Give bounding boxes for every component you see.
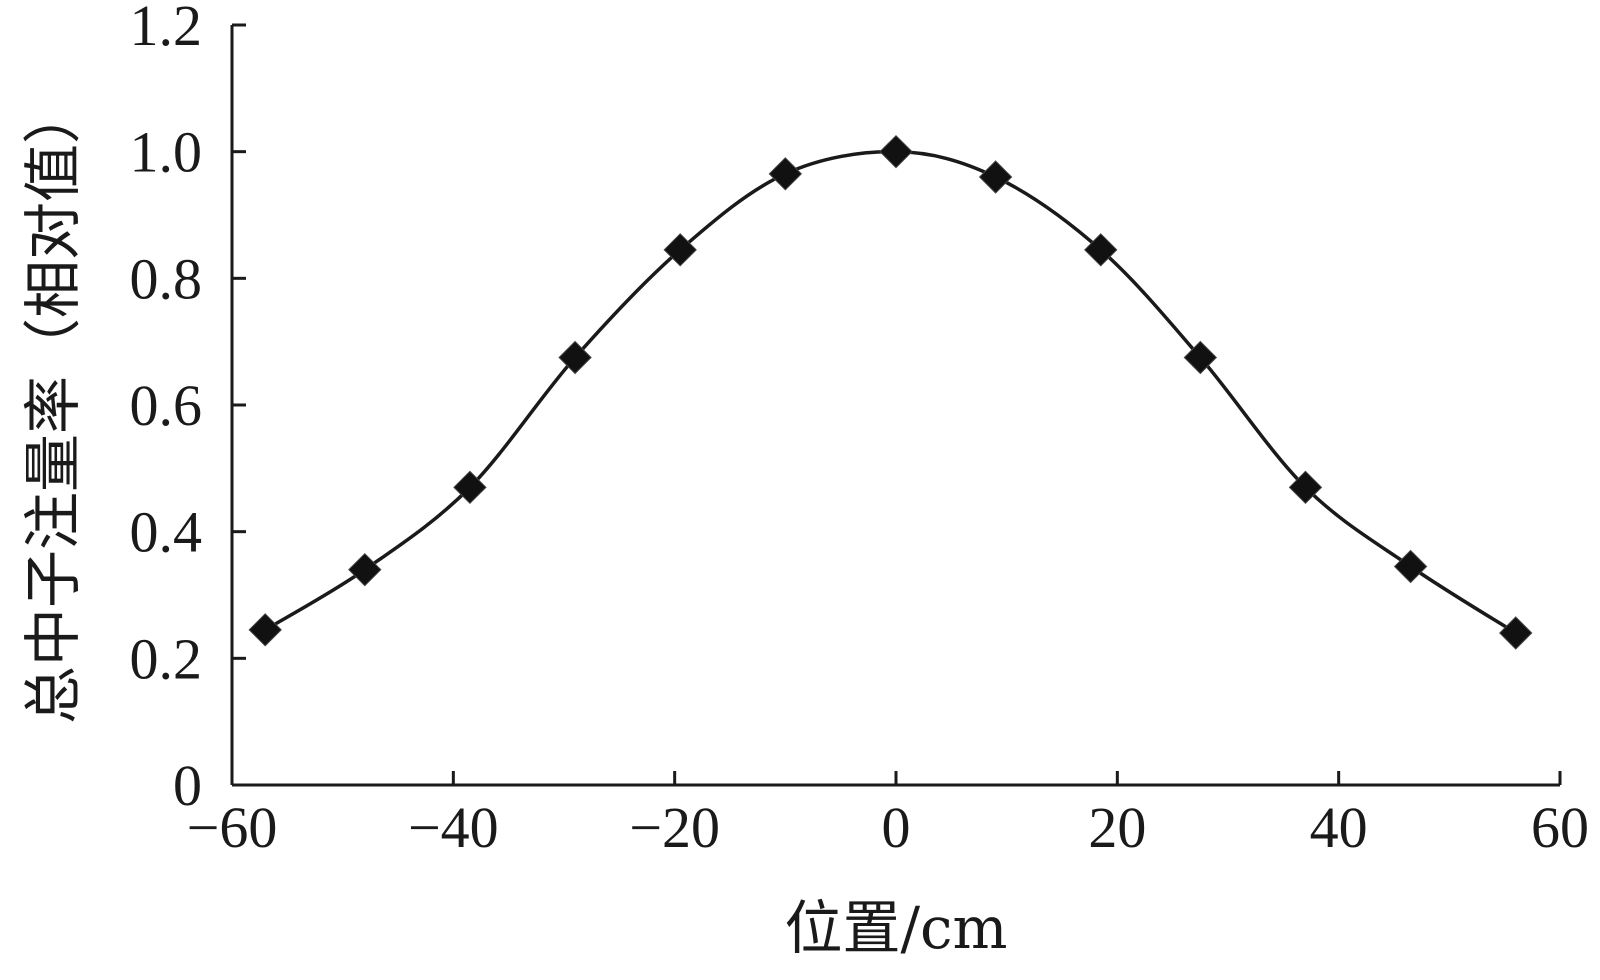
data-point: [1499, 616, 1533, 650]
y-ticks: 0 0.2 0.4 0.6 0.8 1.0 1.2: [130, 0, 246, 818]
x-tick-label: 0: [882, 795, 911, 860]
y-axis-title: 总中子注量率（相对值）: [19, 86, 87, 724]
x-ticks: −60 −40 −20 0 20 40 60: [187, 771, 1589, 860]
data-point: [453, 470, 487, 505]
data-point: [1393, 549, 1428, 584]
data-point: [663, 233, 697, 267]
data-point: [1288, 470, 1323, 505]
x-tick-label: −60: [187, 795, 278, 860]
data-point: [558, 340, 592, 375]
data-markers: [248, 134, 1533, 650]
fit-curve: [264, 149, 1517, 635]
x-axis-title: 位置/cm: [784, 894, 1007, 962]
y-tick-label: 1.2: [130, 0, 203, 58]
data-point: [879, 134, 913, 169]
y-tick-label: 0.2: [130, 626, 203, 691]
data-point: [1084, 233, 1118, 267]
data-point: [978, 160, 1013, 194]
x-tick-label: 20: [1088, 795, 1146, 860]
y-tick-label: 1.0: [130, 120, 203, 185]
x-tick-label: 60: [1531, 795, 1589, 860]
x-tick-label: 40: [1310, 795, 1368, 860]
y-tick-label: 0.6: [130, 373, 203, 438]
data-point: [1183, 340, 1218, 375]
data-point: [348, 552, 382, 587]
y-tick-label: 0: [173, 753, 202, 818]
data-point: [248, 613, 282, 647]
x-tick-label: −40: [408, 795, 499, 860]
data-point: [768, 157, 803, 191]
y-tick-label: 0.8: [130, 246, 203, 311]
x-tick-label: −20: [629, 795, 720, 860]
y-tick-label: 0.4: [130, 500, 203, 565]
